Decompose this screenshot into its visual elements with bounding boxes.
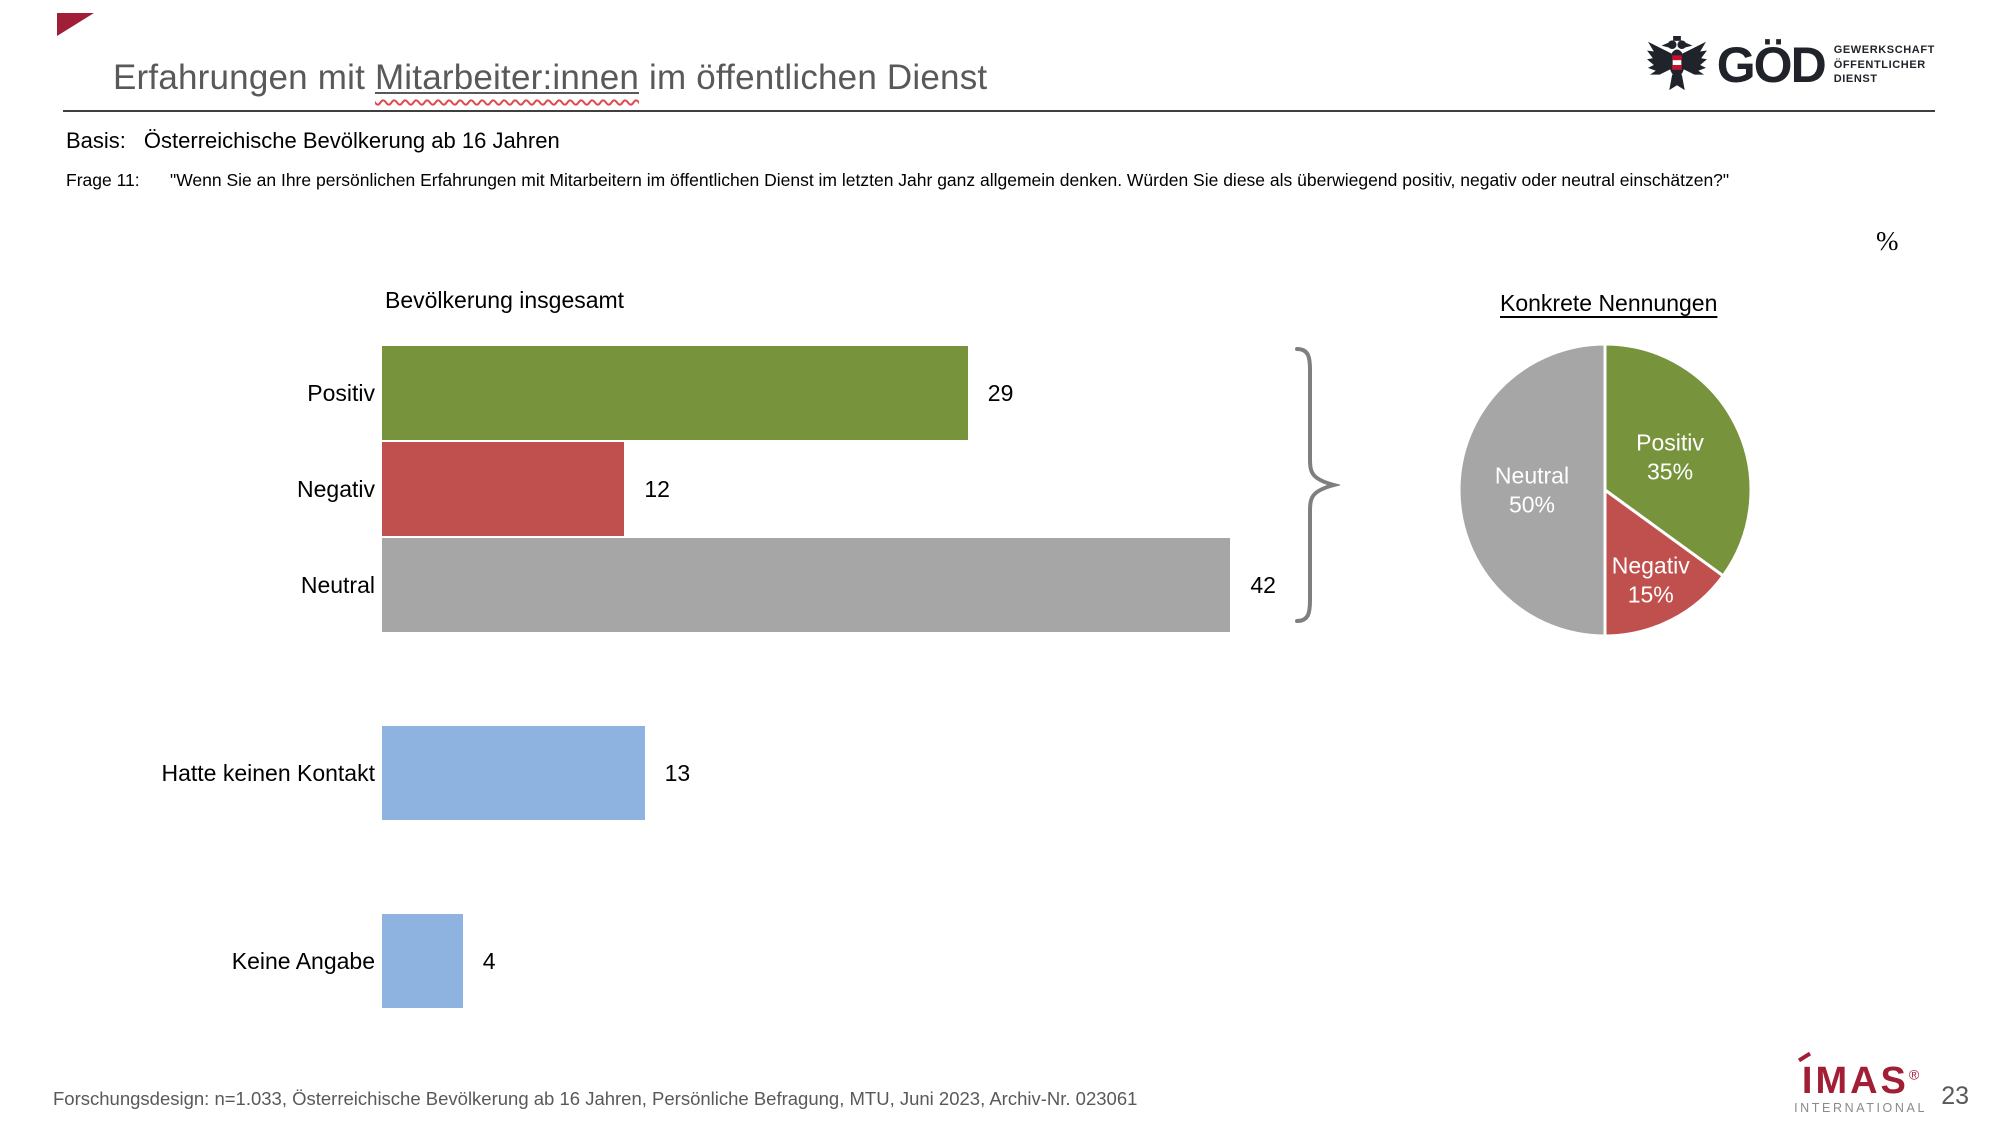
imas-logo-subtitle: INTERNATIONAL xyxy=(1794,1101,1927,1115)
bar-category-label: Positiv xyxy=(307,379,375,406)
bar-row: Negativ 12 xyxy=(297,442,1282,536)
goed-logo: GÖD GEWERKSCHAFT ÖFFENTLICHER DIENST xyxy=(1646,36,1935,94)
bar-row: Keine Angabe 4 xyxy=(232,914,1282,1008)
pie-slice-negativ xyxy=(1603,488,1725,638)
pie-slice-label: Neutral 50% xyxy=(1494,462,1570,517)
basis-line: Basis: Österreichische Bevölkerung ab 16 … xyxy=(66,128,560,154)
percent-unit-label: % xyxy=(1876,226,1899,256)
pie-slice-positiv xyxy=(1603,342,1753,578)
bar-row: Neutral 42 xyxy=(301,538,1282,632)
bar-group-no-contact: Hatte keinen Kontakt 13 Keine Angabe 4 xyxy=(161,726,1282,1008)
registered-trademark-icon: ® xyxy=(1908,1066,1920,1083)
bar-value-label: 42 xyxy=(1250,571,1276,598)
bar xyxy=(382,726,645,820)
bar-value-label: 4 xyxy=(482,947,496,974)
page-title-part1: Erfahrungen mit xyxy=(113,58,375,97)
imas-logo: IMAS® INTERNATIONAL xyxy=(1794,1051,1927,1115)
bar xyxy=(382,346,968,440)
pie-chart-title: Konkrete Nennungen xyxy=(1500,290,1718,316)
footer-source-text: Forschungsdesign: n=1.033, Österreichisc… xyxy=(53,1088,1138,1109)
bar xyxy=(382,914,463,1008)
bar-value-label: 29 xyxy=(987,379,1014,406)
bar xyxy=(382,442,625,536)
page-title-part2: im öffentlichen Dienst xyxy=(639,58,988,97)
goed-tagline-line: ÖFFENTLICHER xyxy=(1833,58,1926,71)
page-title: Erfahrungen mit Mitarbeiter:innen im öff… xyxy=(113,58,987,98)
bar-value-label: 13 xyxy=(664,759,691,786)
bar-category-label: Negativ xyxy=(297,475,375,502)
bar-category-label: Neutral xyxy=(300,571,375,598)
bar-chart-title: Bevölkerung insgesamt xyxy=(385,287,625,313)
bar-chart: Positiv 29 Negativ 12 Neutral 42 Hatte keinen… xyxy=(161,346,1282,1008)
curly-brace-connector xyxy=(1295,347,1340,623)
basis-text: Österreichische Bevölkerung ab 16 Jahren xyxy=(143,128,560,153)
page-number: 23 xyxy=(1941,1082,1969,1110)
header-rule xyxy=(63,110,1935,112)
frage-text: "Wenn Sie an Ihre persönlichen Erfahrung… xyxy=(170,170,1730,190)
goed-tagline-line: GEWERKSCHAFT xyxy=(1833,43,1935,56)
bar-row: Hatte keinen Kontakt 13 xyxy=(161,726,1282,820)
bar-value-label: 12 xyxy=(644,475,670,502)
goed-eagle-icon xyxy=(1646,36,1707,91)
bar-category-label: Hatte keinen Kontakt xyxy=(161,759,375,786)
pie-slice-label: Negativ 15% xyxy=(1611,552,1690,607)
frage-line: Frage 11: "Wenn Sie an Ihre persönlichen… xyxy=(66,170,1729,191)
imas-logo-wordmark: IMAS® xyxy=(1797,1051,1920,1100)
goed-tagline-line: DIENST xyxy=(1833,73,1878,86)
frage-label: Frage 11: xyxy=(66,170,140,190)
bar-row: Positiv 29 xyxy=(307,346,1282,440)
basis-label: Basis: xyxy=(66,128,126,153)
corner-flag-decoration xyxy=(57,13,94,36)
page-title-misspelled-word: Mitarbeiter:innen xyxy=(374,58,640,97)
pie-chart: Positiv 35% Negativ 15% Neutral 50% xyxy=(1457,342,1753,638)
bar-group-ratings: Positiv 29 Negativ 12 Neutral 42 xyxy=(297,346,1282,632)
pie-svg xyxy=(1457,342,1753,638)
bar-category-label: Keine Angabe xyxy=(231,947,375,974)
goed-logo-tagline: GEWERKSCHAFT ÖFFENTLICHER DIENST xyxy=(1834,43,1935,88)
pie-slice-label: Positiv 35% xyxy=(1636,429,1704,484)
pie-slice-neutral xyxy=(1457,342,1607,638)
goed-logo-wordmark: GÖD xyxy=(1716,37,1827,93)
bar xyxy=(382,538,1231,632)
